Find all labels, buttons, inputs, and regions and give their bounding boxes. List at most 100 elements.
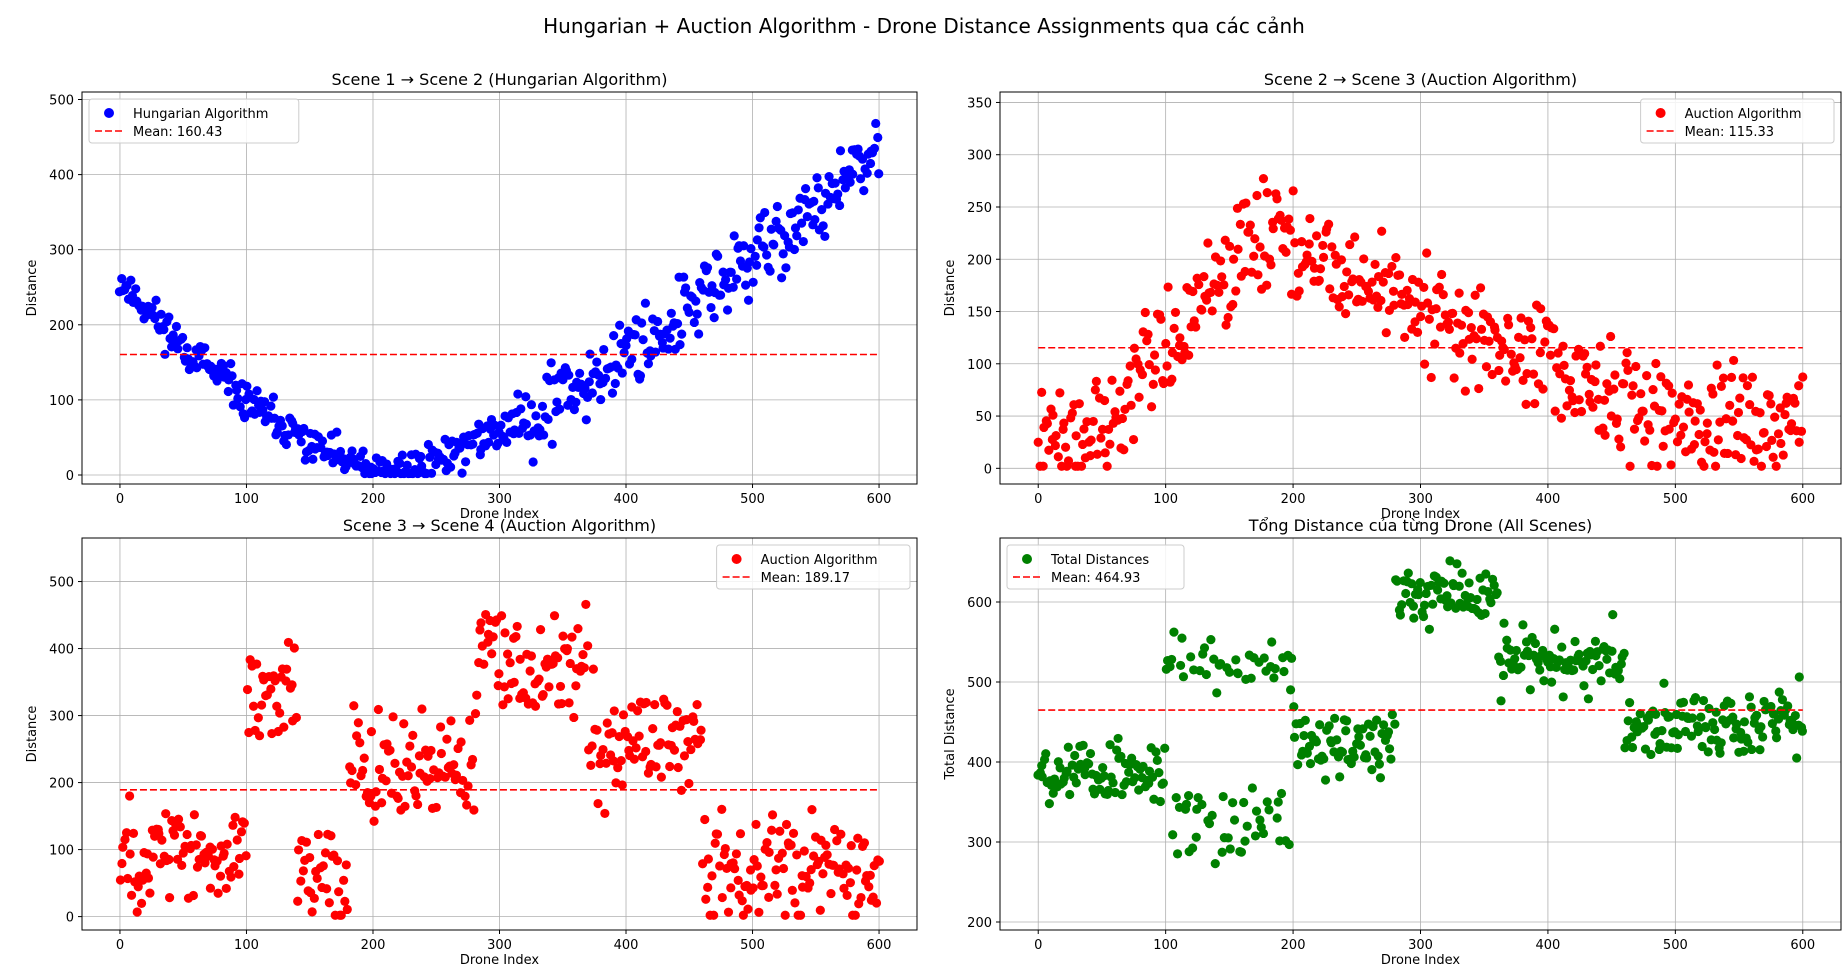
scatter-point [1242, 821, 1252, 831]
scatter-point [684, 778, 694, 789]
scatter-point [414, 751, 425, 761]
scatter-point [340, 896, 350, 906]
scatter-point [813, 183, 823, 193]
y-tick-label: 200 [49, 777, 74, 792]
scatter-point [1357, 296, 1367, 306]
scatter-point [498, 700, 508, 710]
scatter-point [296, 876, 306, 886]
scatter-point [587, 388, 597, 398]
scatter-point [1631, 361, 1641, 372]
scatter-point [189, 810, 199, 820]
scatter-point [538, 690, 548, 700]
scatter-point [1165, 662, 1175, 672]
scatter-point [1184, 350, 1194, 360]
scatter-point [1359, 254, 1369, 264]
scatter-point [1244, 227, 1254, 237]
scatter-point [1503, 320, 1514, 330]
scatter-point [683, 737, 693, 747]
scatter-point [1401, 588, 1411, 599]
x-tick-label: 600 [867, 492, 892, 507]
scatter-point [871, 898, 882, 908]
scatter-point [1099, 771, 1109, 781]
scatter-point [672, 318, 683, 329]
scatter-point [1387, 261, 1397, 272]
scatter-point [1725, 400, 1735, 411]
scatter-point [741, 280, 751, 290]
scatter-point [1048, 410, 1058, 420]
scatter-point [567, 632, 577, 642]
y-tick-label: 200 [967, 253, 992, 268]
scatter-point [277, 421, 287, 431]
scatter-point [793, 205, 803, 215]
scatter-point [1051, 431, 1061, 441]
scatter-point [718, 267, 728, 277]
scatter-point [1747, 372, 1758, 382]
scatter-point [812, 173, 822, 183]
scatter-point [1392, 576, 1402, 586]
scatter-point [366, 727, 377, 737]
scatter-point [853, 144, 863, 154]
scatter-point [579, 663, 589, 673]
legend-marker [1655, 108, 1666, 118]
scatter-point [573, 624, 583, 634]
scatter-point [1431, 304, 1441, 314]
scatter-point [1255, 242, 1265, 252]
y-axis-label: Distance [943, 260, 958, 317]
scatter-point [621, 340, 631, 351]
scatter-point [766, 224, 776, 234]
scatter-point [537, 401, 548, 411]
scatter-point [552, 397, 562, 407]
scatter-point [1502, 635, 1512, 645]
scatter-point [1702, 429, 1712, 439]
scatter-point [634, 731, 644, 741]
scatter-point [1467, 354, 1477, 364]
scatter-point [669, 745, 680, 755]
grid [82, 92, 917, 484]
scatter-point [1602, 654, 1612, 664]
scatter-point [431, 802, 441, 813]
scatter-point [1657, 726, 1667, 736]
scatter-point [1794, 437, 1804, 447]
scatter-point [778, 863, 789, 874]
scatter-point [1207, 306, 1217, 316]
scatter-point [1390, 719, 1400, 729]
scatter-point [1525, 685, 1535, 695]
scatter-point [1609, 384, 1619, 394]
scatter-point [1302, 250, 1312, 260]
scatter-point [535, 625, 546, 635]
scatter-point [1379, 720, 1389, 730]
scatter-point [1130, 773, 1140, 783]
scatter-point [1289, 732, 1300, 742]
scatter-point [1648, 384, 1658, 395]
scatter-point [694, 329, 704, 339]
scatter-point [1231, 286, 1241, 296]
scatter-point [1158, 778, 1168, 788]
scatter-point [1162, 361, 1172, 371]
scatter-point [528, 457, 538, 467]
scatter-point [807, 805, 817, 815]
scatter-point [301, 837, 312, 847]
scatter-point [874, 856, 884, 866]
scatter-point [1539, 676, 1549, 686]
scatter-point [1594, 661, 1604, 671]
scatter-point [1538, 384, 1548, 394]
scatter-point [752, 861, 762, 871]
scatter-point [684, 307, 694, 317]
scatter-point [728, 282, 738, 292]
scatter-point [218, 361, 229, 371]
scatter-point [1395, 610, 1405, 620]
scatter-point [1562, 401, 1572, 411]
scatter-point [509, 677, 519, 687]
scatter-point [1533, 658, 1543, 668]
scatter-point [673, 762, 683, 773]
y-axis-label: Distance [25, 260, 40, 317]
scatter-point [147, 303, 157, 313]
scatter-point [1055, 763, 1065, 773]
scatter-point [1154, 768, 1164, 778]
scatter-point [1716, 381, 1726, 391]
scatter-point [467, 754, 478, 765]
scatter-point [1558, 341, 1568, 351]
scatter-point [1229, 815, 1240, 825]
scatter-points [115, 599, 884, 920]
scatter-point [1739, 717, 1750, 727]
